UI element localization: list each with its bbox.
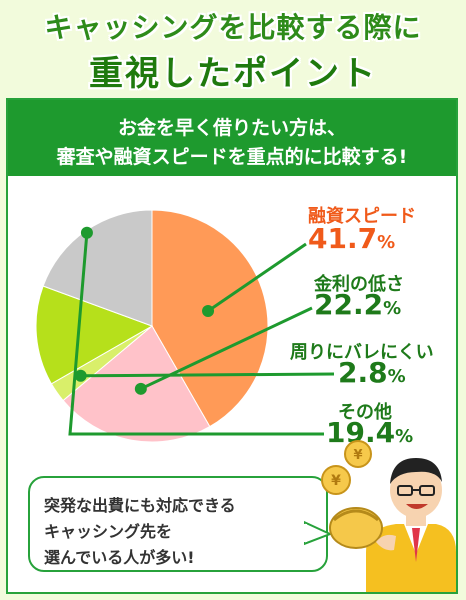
note-bubble: 突発な出費にも対応できる キャッシング先を 選んでいる人が多い! [28, 476, 328, 572]
label-name-speed: 融資スピード [308, 206, 416, 227]
coin-icon-2: ¥ [344, 440, 372, 468]
intro-line-2: 審査や融資スピードを重点的に比較する! [56, 146, 408, 168]
unit-other: % [395, 426, 414, 447]
title-line-1: キャッシングを比較する際に [44, 11, 422, 44]
label-name-interest: 金利の低さ [314, 274, 404, 295]
chart-area: 融資スピード 41.7% 金利の低さ 22.2% 周りにバレにくい 2.8% そ… [8, 176, 456, 476]
pie-chart [35, 209, 335, 443]
unit-interest: % [383, 298, 402, 319]
coin-icon-1: ¥ [321, 465, 351, 495]
leader-line-speed-dot [202, 305, 215, 318]
note-line-3: 選んでいる人が多い! [44, 548, 195, 567]
note-line-2: キャッシング先を [44, 522, 173, 541]
title-line-2: 重視したポイント [89, 54, 377, 94]
tie-icon [412, 528, 420, 562]
label-value-other: 19.4% [326, 416, 413, 449]
value-discreet: 2.8 [338, 356, 388, 389]
label-value-speed: 41.7% [308, 222, 395, 255]
leader-line-discreet [80, 372, 335, 378]
pie-slice-0 [151, 209, 269, 428]
svg-text:¥: ¥ [353, 448, 362, 463]
unit-discreet: % [387, 366, 406, 387]
leader-line-interest-dot [134, 382, 147, 395]
hair-icon [390, 458, 442, 484]
leader-line-speed [207, 242, 307, 313]
label-name-other: その他 [338, 402, 392, 423]
leader-line-discreet-dot [74, 369, 87, 382]
panel-header: お金を早く借りたい方は、 審査や融資スピードを重点的に比較する! [8, 100, 456, 176]
value-interest: 22.2 [314, 288, 384, 321]
leader-line-other [68, 232, 324, 436]
value-speed: 41.7 [308, 222, 378, 255]
note-tail [304, 520, 333, 546]
unit-speed: % [377, 232, 396, 253]
leader-line-other-dot [80, 226, 93, 239]
label-value-discreet: 2.8% [338, 356, 406, 389]
header: キャッシングを比較する際に 重視したポイント [0, 0, 466, 98]
wallet-icon [329, 507, 383, 549]
pie-slice-3 [35, 285, 154, 385]
svg-text:¥: ¥ [331, 473, 341, 489]
man-with-wallet-illustration: ¥ ¥ [321, 440, 456, 592]
label-name-discreet: 周りにバレにくい [290, 342, 434, 363]
intro-line-1: お金を早く借りたい方は、 [117, 117, 346, 139]
note-line-1: 突発な出費にも対応できる [44, 496, 236, 515]
label-value-interest: 22.2% [314, 288, 401, 321]
chart-panel: お金を早く借りたい方は、 審査や融資スピードを重点的に比較する! 融資スピード … [6, 98, 458, 594]
